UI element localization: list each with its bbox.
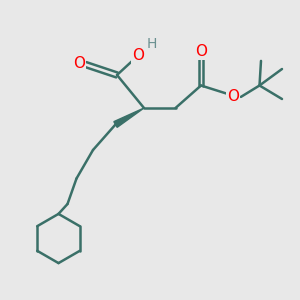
Text: O: O: [132, 48, 144, 63]
Text: O: O: [73, 56, 85, 70]
Polygon shape: [114, 108, 144, 128]
Text: H: H: [147, 38, 157, 51]
Text: O: O: [195, 44, 207, 59]
Text: O: O: [227, 89, 239, 104]
